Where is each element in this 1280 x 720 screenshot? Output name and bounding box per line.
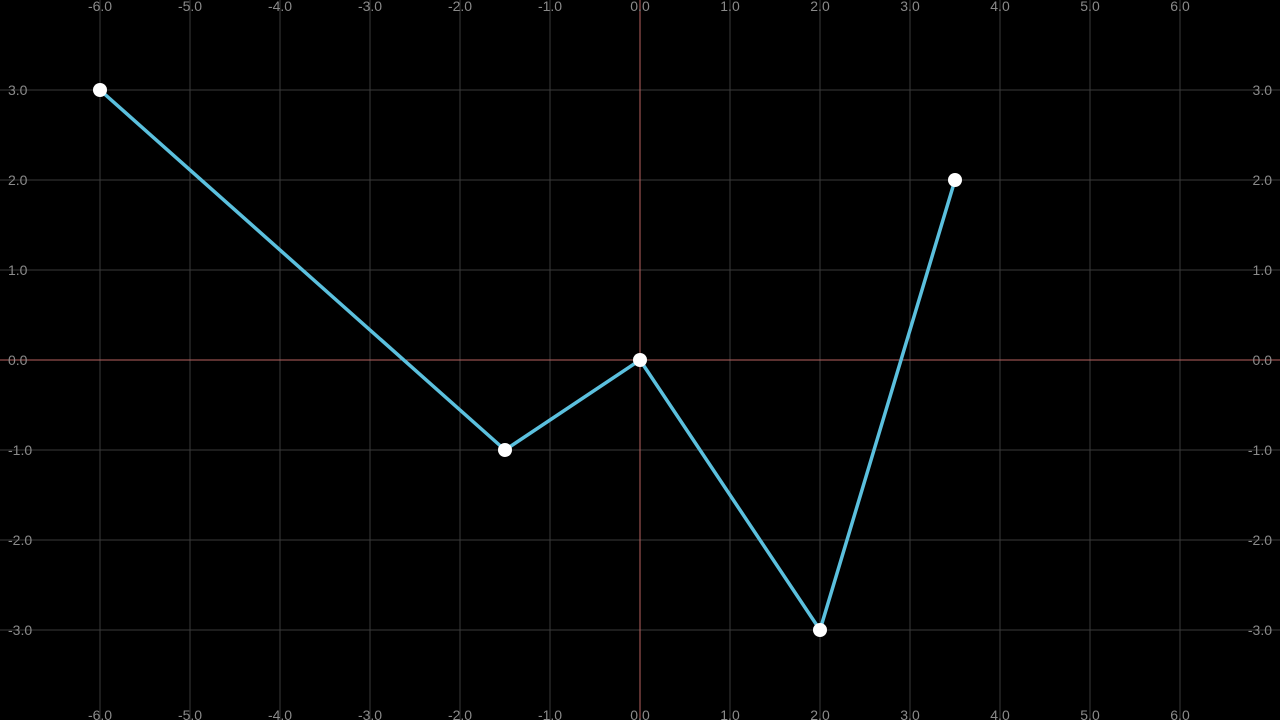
- data-point-0: [93, 83, 107, 97]
- y-tick-label-left: -2.0: [8, 532, 32, 548]
- x-tick-label-bottom: -4.0: [268, 707, 292, 720]
- y-tick-label-right: 0.0: [1253, 352, 1273, 368]
- x-tick-label-bottom: 5.0: [1080, 707, 1100, 720]
- x-tick-label-top: -6.0: [88, 0, 112, 14]
- x-tick-label-bottom: 4.0: [990, 707, 1010, 720]
- data-point-2: [633, 353, 647, 367]
- x-tick-label-top: 3.0: [900, 0, 920, 14]
- markers: [93, 83, 962, 637]
- y-tick-label-left: -1.0: [8, 442, 32, 458]
- y-tick-label-left: 2.0: [8, 172, 28, 188]
- x-tick-label-top: 2.0: [810, 0, 830, 14]
- y-tick-label-left: -3.0: [8, 622, 32, 638]
- y-tick-label-right: -2.0: [1248, 532, 1272, 548]
- y-tick-label-right: -3.0: [1248, 622, 1272, 638]
- x-tick-label-top: -4.0: [268, 0, 292, 14]
- x-tick-label-top: 6.0: [1170, 0, 1190, 14]
- x-tick-label-bottom: -6.0: [88, 707, 112, 720]
- y-tick-label-right: -1.0: [1248, 442, 1272, 458]
- x-tick-label-bottom: -3.0: [358, 707, 382, 720]
- x-tick-label-top: 4.0: [990, 0, 1010, 14]
- x-tick-label-top: 1.0: [720, 0, 740, 14]
- y-tick-label-left: 0.0: [8, 352, 28, 368]
- x-tick-label-top: -1.0: [538, 0, 562, 14]
- x-tick-label-top: -5.0: [178, 0, 202, 14]
- x-tick-label-bottom: 6.0: [1170, 707, 1190, 720]
- x-tick-label-bottom: 3.0: [900, 707, 920, 720]
- tick-labels: -6.0 -6.0 -5.0 -5.0 -4.0 -4.0 -3.0 -3.0 -2.0 -2.0…: [8, 0, 1272, 720]
- x-tick-label-top: -2.0: [448, 0, 472, 14]
- data-point-1: [498, 443, 512, 457]
- data-point-4: [948, 173, 962, 187]
- y-tick-label-right: 2.0: [1253, 172, 1273, 188]
- x-tick-label-bottom: 1.0: [720, 707, 740, 720]
- x-tick-label-bottom: -2.0: [448, 707, 472, 720]
- x-tick-label-top: -3.0: [358, 0, 382, 14]
- x-tick-label-top: 0.0: [630, 0, 650, 14]
- x-tick-label-bottom: -5.0: [178, 707, 202, 720]
- y-tick-label-right: 3.0: [1253, 82, 1273, 98]
- y-tick-label-right: 1.0: [1253, 262, 1273, 278]
- y-tick-label-left: 3.0: [8, 82, 28, 98]
- x-tick-label-top: 5.0: [1080, 0, 1100, 14]
- y-tick-label-left: 1.0: [8, 262, 28, 278]
- data-point-3: [813, 623, 827, 637]
- x-tick-label-bottom: 0.0: [630, 707, 650, 720]
- x-tick-label-bottom: 2.0: [810, 707, 830, 720]
- x-tick-label-bottom: -1.0: [538, 707, 562, 720]
